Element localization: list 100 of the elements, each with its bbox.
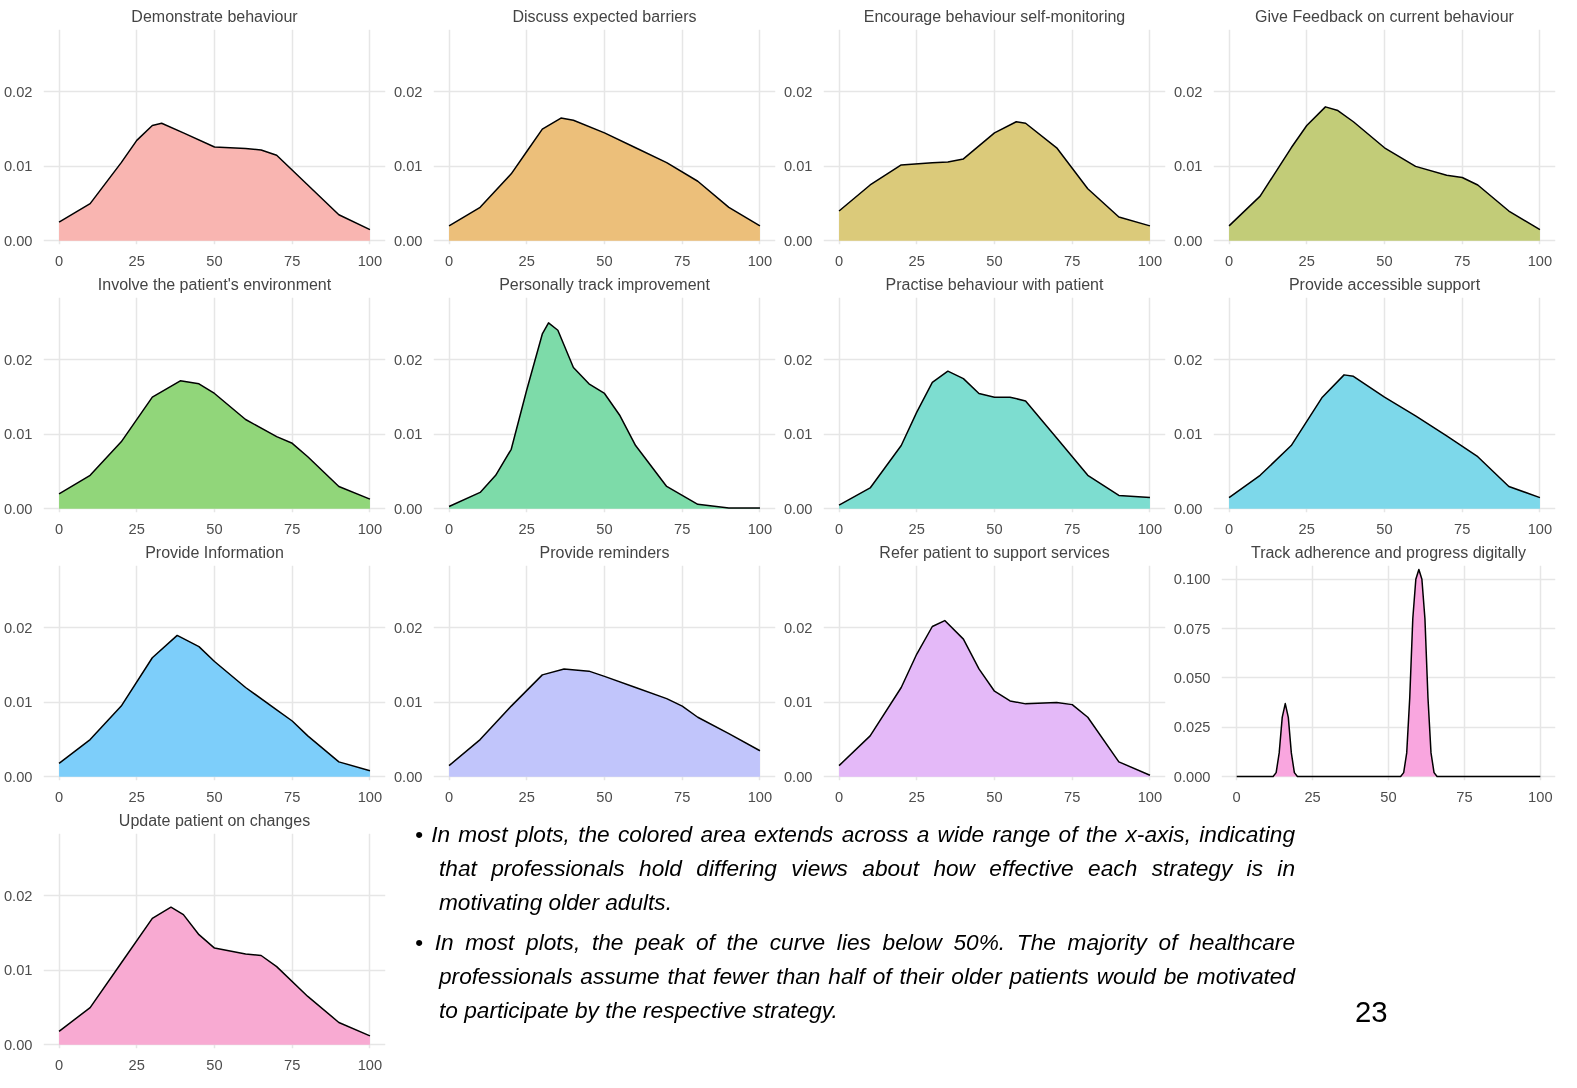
- x-tick-label: 75: [674, 252, 691, 269]
- y-tick-label: 0.02: [3, 619, 33, 636]
- x-tick-label: 100: [747, 788, 773, 805]
- x-tick-label: 0: [1224, 520, 1234, 537]
- y-tick-label: 0.02: [783, 351, 813, 368]
- x-tick-label: 25: [128, 788, 145, 805]
- x-tick-label: 75: [284, 1056, 301, 1073]
- x-tick-label: 0: [54, 1056, 64, 1073]
- y-tick-label: 0.01: [3, 962, 33, 979]
- x-tick-label: 50: [596, 252, 613, 269]
- y-tick-label: 0.02: [393, 619, 423, 636]
- y-tick-label: 0.01: [3, 426, 33, 443]
- x-tick-label: 0: [54, 788, 64, 805]
- x-tick-label: 50: [1376, 520, 1393, 537]
- x-tick-label: 25: [128, 252, 145, 269]
- x-tick-label: 100: [1137, 252, 1163, 269]
- x-tick-label: 100: [747, 520, 773, 537]
- chart-title: Give Feedback on current behaviour: [1255, 7, 1515, 25]
- x-tick-label: 25: [518, 788, 535, 805]
- x-tick-label: 0: [444, 520, 454, 537]
- chart-title: Update patient on changes: [118, 811, 311, 829]
- y-tick-label: 0.02: [393, 351, 423, 368]
- chart-title: Personally track improvement: [499, 275, 711, 293]
- x-tick-label: 50: [986, 252, 1003, 269]
- chart-title: Refer patient to support services: [879, 543, 1110, 561]
- x-tick-label: 75: [1064, 520, 1081, 537]
- x-tick-label: 75: [1456, 788, 1473, 805]
- x-tick-label: 25: [908, 252, 925, 269]
- y-tick-label: 0.02: [1173, 351, 1203, 368]
- x-tick-label: 75: [284, 252, 301, 269]
- x-tick-label: 25: [128, 520, 145, 537]
- chart-title: Provide Information: [145, 543, 284, 561]
- chart-title: Involve the patient's environment: [97, 275, 332, 293]
- y-tick-label: 0.00: [3, 500, 33, 517]
- x-tick-label: 50: [1380, 788, 1397, 805]
- y-tick-label: 0.01: [393, 426, 423, 443]
- y-tick-label: 0.01: [393, 694, 423, 711]
- x-tick-label: 100: [1527, 520, 1553, 537]
- x-tick-label: 100: [1137, 788, 1163, 805]
- x-tick-label: 50: [206, 520, 223, 537]
- x-tick-label: 50: [596, 788, 613, 805]
- x-tick-label: 25: [518, 520, 535, 537]
- x-tick-label: 100: [747, 252, 773, 269]
- x-tick-label: 75: [284, 788, 301, 805]
- x-tick-label: 50: [596, 520, 613, 537]
- y-tick-label: 0.100: [1173, 571, 1211, 588]
- x-tick-label: 100: [1137, 520, 1163, 537]
- y-tick-label: 0.02: [783, 619, 813, 636]
- y-tick-label: 0.00: [783, 232, 813, 249]
- chart-title: Demonstrate behaviour: [131, 7, 299, 25]
- chart-title: Encourage behaviour self-monitoring: [863, 7, 1126, 25]
- x-tick-label: 25: [1298, 252, 1315, 269]
- x-tick-label: 0: [54, 252, 64, 269]
- chart-title: Provide reminders: [539, 543, 670, 561]
- y-tick-label: 0.01: [783, 158, 813, 175]
- x-tick-label: 25: [908, 788, 925, 805]
- x-tick-label: 100: [1527, 252, 1553, 269]
- x-tick-label: 50: [1376, 252, 1393, 269]
- x-tick-label: 50: [206, 252, 223, 269]
- x-tick-label: 75: [1064, 252, 1081, 269]
- y-tick-label: 0.01: [783, 694, 813, 711]
- y-tick-label: 0.00: [393, 768, 423, 785]
- y-tick-label: 0.00: [3, 768, 33, 785]
- text: 23: [1355, 994, 1388, 1031]
- x-tick-label: 75: [674, 520, 691, 537]
- x-tick-label: 25: [1304, 788, 1321, 805]
- x-tick-label: 100: [357, 520, 383, 537]
- y-tick-label: 0.01: [1173, 158, 1203, 175]
- y-tick-label: 0.02: [1173, 83, 1203, 100]
- x-tick-label: 25: [128, 1056, 145, 1073]
- y-tick-label: 0.02: [3, 351, 33, 368]
- x-tick-label: 50: [986, 788, 1003, 805]
- x-tick-label: 0: [834, 788, 844, 805]
- x-tick-label: 100: [357, 788, 383, 805]
- x-tick-label: 100: [357, 252, 383, 269]
- chart-title: Discuss expected barriers: [512, 7, 697, 25]
- y-tick-label: 0.02: [783, 83, 813, 100]
- x-tick-label: 0: [444, 252, 454, 269]
- x-tick-label: 75: [284, 520, 301, 537]
- x-tick-label: 0: [1232, 788, 1241, 805]
- y-tick-label: 0.00: [1173, 232, 1203, 249]
- y-tick-label: 0.01: [1173, 426, 1203, 443]
- y-tick-label: 0.01: [3, 158, 33, 175]
- y-tick-label: 0.00: [3, 1036, 33, 1053]
- text: • In most plots, the colored area extends across a wide range of the x-axis, indicating that professionals hold differing views about how effective each strategy is in motivating older adults.: [415, 820, 1295, 917]
- chart-title: Track adherence and progress digitally: [1250, 543, 1527, 561]
- y-tick-label: 0.000: [1173, 768, 1211, 785]
- x-tick-label: 25: [1298, 520, 1315, 537]
- x-tick-label: 75: [1454, 520, 1471, 537]
- chart-title: Provide accessible support: [1288, 275, 1481, 293]
- x-tick-label: 0: [834, 252, 844, 269]
- y-tick-label: 0.00: [3, 232, 33, 249]
- y-tick-label: 0.01: [783, 426, 813, 443]
- x-tick-label: 50: [206, 1056, 223, 1073]
- x-tick-label: 75: [674, 788, 691, 805]
- y-tick-label: 0.075: [1173, 620, 1211, 637]
- x-tick-label: 0: [834, 520, 844, 537]
- y-tick-label: 0.00: [393, 232, 423, 249]
- x-tick-label: 100: [357, 1056, 383, 1073]
- y-tick-label: 0.050: [1173, 669, 1211, 686]
